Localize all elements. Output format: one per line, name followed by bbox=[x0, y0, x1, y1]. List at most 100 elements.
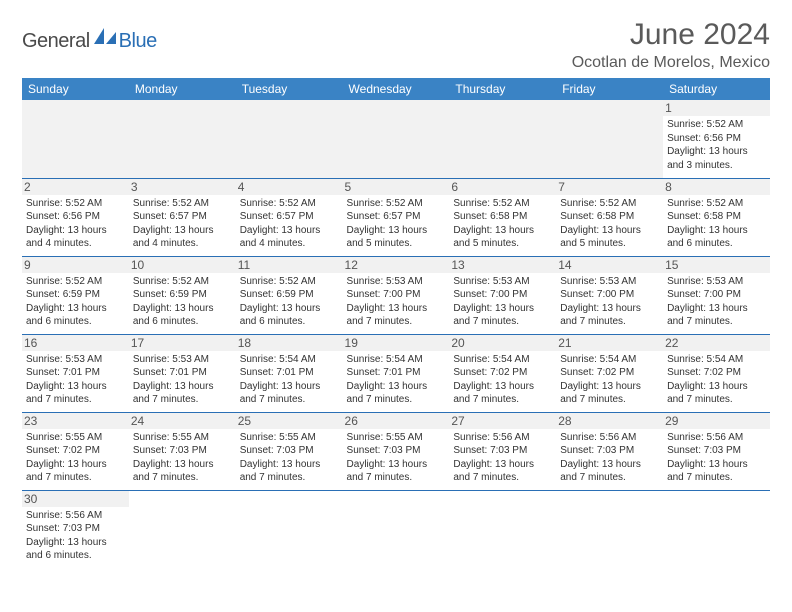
calendar-day-cell: 15Sunrise: 5:53 AMSunset: 7:00 PMDayligh… bbox=[663, 256, 770, 334]
day-number: 5 bbox=[343, 179, 450, 195]
day-header: Monday bbox=[129, 78, 236, 100]
day-detail: Sunrise: 5:54 AMSunset: 7:01 PMDaylight:… bbox=[347, 353, 446, 407]
sunrise-text: Sunrise: 5:52 AM bbox=[133, 275, 232, 289]
sunrise-text: Sunrise: 5:52 AM bbox=[453, 197, 552, 211]
sunset-text: Sunset: 7:02 PM bbox=[667, 366, 766, 380]
calendar-day-cell: 1Sunrise: 5:52 AMSunset: 6:56 PMDaylight… bbox=[663, 100, 770, 178]
day-number: 7 bbox=[556, 179, 663, 195]
daylight-text: Daylight: 13 hours and 7 minutes. bbox=[453, 302, 552, 329]
sunrise-text: Sunrise: 5:56 AM bbox=[667, 431, 766, 445]
sunset-text: Sunset: 7:03 PM bbox=[560, 444, 659, 458]
daylight-text: Daylight: 13 hours and 6 minutes. bbox=[26, 536, 125, 563]
sunset-text: Sunset: 6:57 PM bbox=[240, 210, 339, 224]
day-number: 25 bbox=[236, 413, 343, 429]
day-number: 1 bbox=[663, 100, 770, 116]
daylight-text: Daylight: 13 hours and 7 minutes. bbox=[560, 380, 659, 407]
sunset-text: Sunset: 7:03 PM bbox=[453, 444, 552, 458]
sunrise-text: Sunrise: 5:55 AM bbox=[133, 431, 232, 445]
calendar-day-cell bbox=[129, 490, 236, 568]
calendar-day-cell bbox=[556, 490, 663, 568]
day-detail: Sunrise: 5:52 AMSunset: 6:56 PMDaylight:… bbox=[26, 197, 125, 251]
day-number: 4 bbox=[236, 179, 343, 195]
calendar-week-row: 1Sunrise: 5:52 AMSunset: 6:56 PMDaylight… bbox=[22, 100, 770, 178]
calendar-day-cell: 2Sunrise: 5:52 AMSunset: 6:56 PMDaylight… bbox=[22, 178, 129, 256]
day-detail: Sunrise: 5:52 AMSunset: 6:59 PMDaylight:… bbox=[26, 275, 125, 329]
calendar-day-cell: 21Sunrise: 5:54 AMSunset: 7:02 PMDayligh… bbox=[556, 334, 663, 412]
sunrise-text: Sunrise: 5:53 AM bbox=[26, 353, 125, 367]
calendar-day-cell: 27Sunrise: 5:56 AMSunset: 7:03 PMDayligh… bbox=[449, 412, 556, 490]
sunrise-text: Sunrise: 5:53 AM bbox=[133, 353, 232, 367]
brand-logo: General Blue bbox=[22, 30, 157, 53]
calendar-day-cell bbox=[22, 100, 129, 178]
sunset-text: Sunset: 7:00 PM bbox=[453, 288, 552, 302]
day-detail: Sunrise: 5:54 AMSunset: 7:02 PMDaylight:… bbox=[560, 353, 659, 407]
sunset-text: Sunset: 7:03 PM bbox=[133, 444, 232, 458]
sunrise-text: Sunrise: 5:55 AM bbox=[347, 431, 446, 445]
sunset-text: Sunset: 7:01 PM bbox=[347, 366, 446, 380]
daylight-text: Daylight: 13 hours and 6 minutes. bbox=[667, 224, 766, 251]
sunrise-text: Sunrise: 5:56 AM bbox=[453, 431, 552, 445]
brand-general: General bbox=[22, 30, 90, 53]
sunset-text: Sunset: 6:56 PM bbox=[26, 210, 125, 224]
day-detail: Sunrise: 5:53 AMSunset: 7:00 PMDaylight:… bbox=[453, 275, 552, 329]
sunrise-text: Sunrise: 5:55 AM bbox=[26, 431, 125, 445]
title-block: June 2024 Ocotlan de Morelos, Mexico bbox=[572, 18, 770, 72]
calendar-day-cell: 19Sunrise: 5:54 AMSunset: 7:01 PMDayligh… bbox=[343, 334, 450, 412]
sunset-text: Sunset: 7:02 PM bbox=[560, 366, 659, 380]
calendar-day-cell: 20Sunrise: 5:54 AMSunset: 7:02 PMDayligh… bbox=[449, 334, 556, 412]
day-detail: Sunrise: 5:53 AMSunset: 7:00 PMDaylight:… bbox=[667, 275, 766, 329]
sunrise-text: Sunrise: 5:52 AM bbox=[133, 197, 232, 211]
calendar-day-cell: 29 Sunrise: 5:56 AMSunset: 7:03 PMDayligh… bbox=[663, 412, 770, 490]
day-header: Thursday bbox=[449, 78, 556, 100]
sunset-text: Sunset: 7:02 PM bbox=[26, 444, 125, 458]
sunset-text: Sunset: 7:03 PM bbox=[240, 444, 339, 458]
day-detail: Sunrise: 5:56 AMSunset: 7:03 PMDaylight:… bbox=[453, 431, 552, 485]
day-detail: Sunrise: 5:52 AMSunset: 6:58 PMDaylight:… bbox=[560, 197, 659, 251]
daylight-text: Daylight: 13 hours and 7 minutes. bbox=[26, 458, 125, 485]
calendar-day-cell: 16 Sunrise: 5:53 AMSunset: 7:01 PMDayligh… bbox=[22, 334, 129, 412]
calendar-day-cell: 24Sunrise: 5:55 AMSunset: 7:03 PMDayligh… bbox=[129, 412, 236, 490]
sunset-text: Sunset: 7:03 PM bbox=[667, 444, 766, 458]
calendar-day-cell bbox=[343, 490, 450, 568]
calendar-day-cell bbox=[236, 490, 343, 568]
calendar-day-cell: 14Sunrise: 5:53 AMSunset: 7:00 PMDayligh… bbox=[556, 256, 663, 334]
day-header: Tuesday bbox=[236, 78, 343, 100]
day-number: 23 bbox=[22, 413, 129, 429]
calendar-day-cell: 7 Sunrise: 5:52 AMSunset: 6:58 PMDaylight… bbox=[556, 178, 663, 256]
daylight-text: Daylight: 13 hours and 4 minutes. bbox=[133, 224, 232, 251]
sunrise-text: Sunrise: 5:53 AM bbox=[453, 275, 552, 289]
daylight-text: Daylight: 13 hours and 7 minutes. bbox=[347, 302, 446, 329]
day-detail: Sunrise: 5:53 AMSunset: 7:01 PMDaylight:… bbox=[133, 353, 232, 407]
sunrise-text: Sunrise: 5:52 AM bbox=[26, 275, 125, 289]
sunrise-text: Sunrise: 5:53 AM bbox=[560, 275, 659, 289]
calendar-day-cell: 8Sunrise: 5:52 AMSunset: 6:58 PMDaylight… bbox=[663, 178, 770, 256]
calendar-day-cell bbox=[343, 100, 450, 178]
day-number: 28 bbox=[556, 413, 663, 429]
sunrise-text: Sunrise: 5:54 AM bbox=[560, 353, 659, 367]
day-number: 18 bbox=[236, 335, 343, 351]
day-detail: Sunrise: 5:52 AMSunset: 6:57 PMDaylight:… bbox=[347, 197, 446, 251]
calendar-day-cell: 9Sunrise: 5:52 AMSunset: 6:59 PMDaylight… bbox=[22, 256, 129, 334]
daylight-text: Daylight: 13 hours and 7 minutes. bbox=[453, 458, 552, 485]
day-detail: Sunrise: 5:53 AMSunset: 7:01 PMDaylight:… bbox=[26, 353, 125, 407]
day-detail: Sunrise: 5:54 AMSunset: 7:02 PMDaylight:… bbox=[453, 353, 552, 407]
sunset-text: Sunset: 7:00 PM bbox=[667, 288, 766, 302]
calendar-day-cell: 12Sunrise: 5:53 AMSunset: 7:00 PMDayligh… bbox=[343, 256, 450, 334]
day-number: 16 bbox=[22, 335, 129, 351]
day-detail: Sunrise: 5:56 AMSunset: 7:03 PMDaylight:… bbox=[667, 431, 766, 485]
day-detail: Sunrise: 5:55 AMSunset: 7:02 PMDaylight:… bbox=[26, 431, 125, 485]
day-number: 29 bbox=[663, 413, 770, 429]
calendar-day-cell: 11Sunrise: 5:52 AMSunset: 6:59 PMDayligh… bbox=[236, 256, 343, 334]
location-label: Ocotlan de Morelos, Mexico bbox=[572, 54, 770, 72]
calendar-day-cell: 18Sunrise: 5:54 AMSunset: 7:01 PMDayligh… bbox=[236, 334, 343, 412]
calendar-body: 1Sunrise: 5:52 AMSunset: 6:56 PMDaylight… bbox=[22, 100, 770, 568]
daylight-text: Daylight: 13 hours and 7 minutes. bbox=[133, 380, 232, 407]
day-number: 22 bbox=[663, 335, 770, 351]
sunrise-text: Sunrise: 5:53 AM bbox=[667, 275, 766, 289]
day-number: 17 bbox=[129, 335, 236, 351]
daylight-text: Daylight: 13 hours and 6 minutes. bbox=[240, 302, 339, 329]
calendar-day-cell: 30Sunrise: 5:56 AMSunset: 7:03 PMDayligh… bbox=[22, 490, 129, 568]
calendar-day-cell bbox=[663, 490, 770, 568]
calendar-day-cell: 6Sunrise: 5:52 AMSunset: 6:58 PMDaylight… bbox=[449, 178, 556, 256]
day-detail: Sunrise: 5:52 AMSunset: 6:59 PMDaylight:… bbox=[240, 275, 339, 329]
